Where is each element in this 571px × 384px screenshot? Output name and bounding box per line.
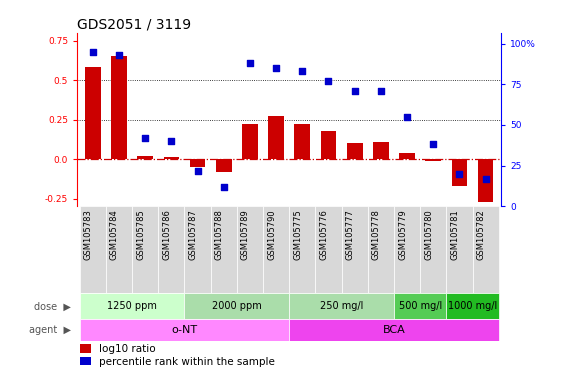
Point	[429, 141, 438, 147]
Bar	[85, 68, 100, 159]
Bar	[184, 207, 211, 293]
Text: GSM105782: GSM105782	[477, 209, 485, 260]
Bar	[80, 293, 184, 319]
Bar	[137, 156, 153, 159]
Bar	[237, 207, 263, 293]
Text: GSM105775: GSM105775	[293, 209, 302, 260]
Text: 500 mg/l: 500 mg/l	[399, 301, 442, 311]
Bar	[80, 207, 106, 293]
Bar	[447, 293, 498, 319]
Bar	[268, 116, 284, 159]
Text: 1000 mg/l: 1000 mg/l	[448, 301, 497, 311]
Bar	[394, 207, 420, 293]
Bar	[368, 207, 394, 293]
Bar	[420, 207, 447, 293]
Text: GSM105777: GSM105777	[345, 209, 355, 260]
Point	[167, 138, 176, 144]
Bar	[425, 159, 441, 161]
Text: 1250 ppm: 1250 ppm	[107, 301, 157, 311]
Text: 2000 ppm: 2000 ppm	[212, 301, 262, 311]
Text: GSM105779: GSM105779	[398, 209, 407, 260]
Bar	[106, 207, 132, 293]
Legend: log10 ratio, percentile rank within the sample: log10 ratio, percentile rank within the …	[79, 343, 276, 368]
Bar	[295, 124, 310, 159]
Point	[272, 65, 281, 71]
Text: GSM105784: GSM105784	[110, 209, 119, 260]
Bar	[347, 143, 363, 159]
Text: GSM105780: GSM105780	[424, 209, 433, 260]
Point	[89, 48, 98, 55]
Bar	[473, 207, 498, 293]
Bar	[111, 56, 127, 159]
Point	[193, 167, 202, 174]
Point	[324, 78, 333, 84]
Text: GSM105778: GSM105778	[372, 209, 381, 260]
Bar	[394, 293, 447, 319]
Bar	[263, 207, 289, 293]
Point	[246, 60, 255, 66]
Text: agent  ▶: agent ▶	[29, 325, 71, 335]
Text: GSM105783: GSM105783	[84, 209, 93, 260]
Bar	[321, 131, 336, 159]
Bar	[452, 159, 467, 186]
Text: GSM105781: GSM105781	[451, 209, 460, 260]
Point	[297, 68, 307, 74]
Bar	[163, 157, 179, 159]
Text: GDS2051 / 3119: GDS2051 / 3119	[77, 18, 191, 31]
Bar	[289, 319, 498, 341]
Text: GSM105788: GSM105788	[215, 209, 224, 260]
Text: BCA: BCA	[383, 325, 405, 335]
Point	[350, 88, 359, 94]
Text: GSM105790: GSM105790	[267, 209, 276, 260]
Bar	[289, 207, 315, 293]
Text: GSM105787: GSM105787	[188, 209, 198, 260]
Point	[219, 184, 228, 190]
Bar	[132, 207, 158, 293]
Bar	[216, 159, 232, 172]
Point	[455, 171, 464, 177]
Bar	[184, 293, 289, 319]
Bar	[341, 207, 368, 293]
Bar	[447, 207, 473, 293]
Point	[376, 88, 385, 94]
Point	[403, 114, 412, 120]
Point	[481, 175, 490, 182]
Bar	[315, 207, 341, 293]
Text: dose  ▶: dose ▶	[34, 301, 71, 311]
Bar	[158, 207, 184, 293]
Text: GSM105785: GSM105785	[136, 209, 145, 260]
Text: GSM105786: GSM105786	[162, 209, 171, 260]
Bar	[289, 293, 394, 319]
Text: o-NT: o-NT	[171, 325, 198, 335]
Bar	[190, 159, 206, 167]
Bar	[80, 319, 289, 341]
Bar	[478, 159, 493, 202]
Bar	[211, 207, 237, 293]
Text: GSM105789: GSM105789	[241, 209, 250, 260]
Bar	[399, 154, 415, 159]
Text: GSM105776: GSM105776	[320, 209, 328, 260]
Text: 250 mg/l: 250 mg/l	[320, 301, 363, 311]
Bar	[373, 142, 389, 159]
Point	[140, 135, 150, 141]
Point	[114, 52, 123, 58]
Bar	[242, 124, 258, 159]
